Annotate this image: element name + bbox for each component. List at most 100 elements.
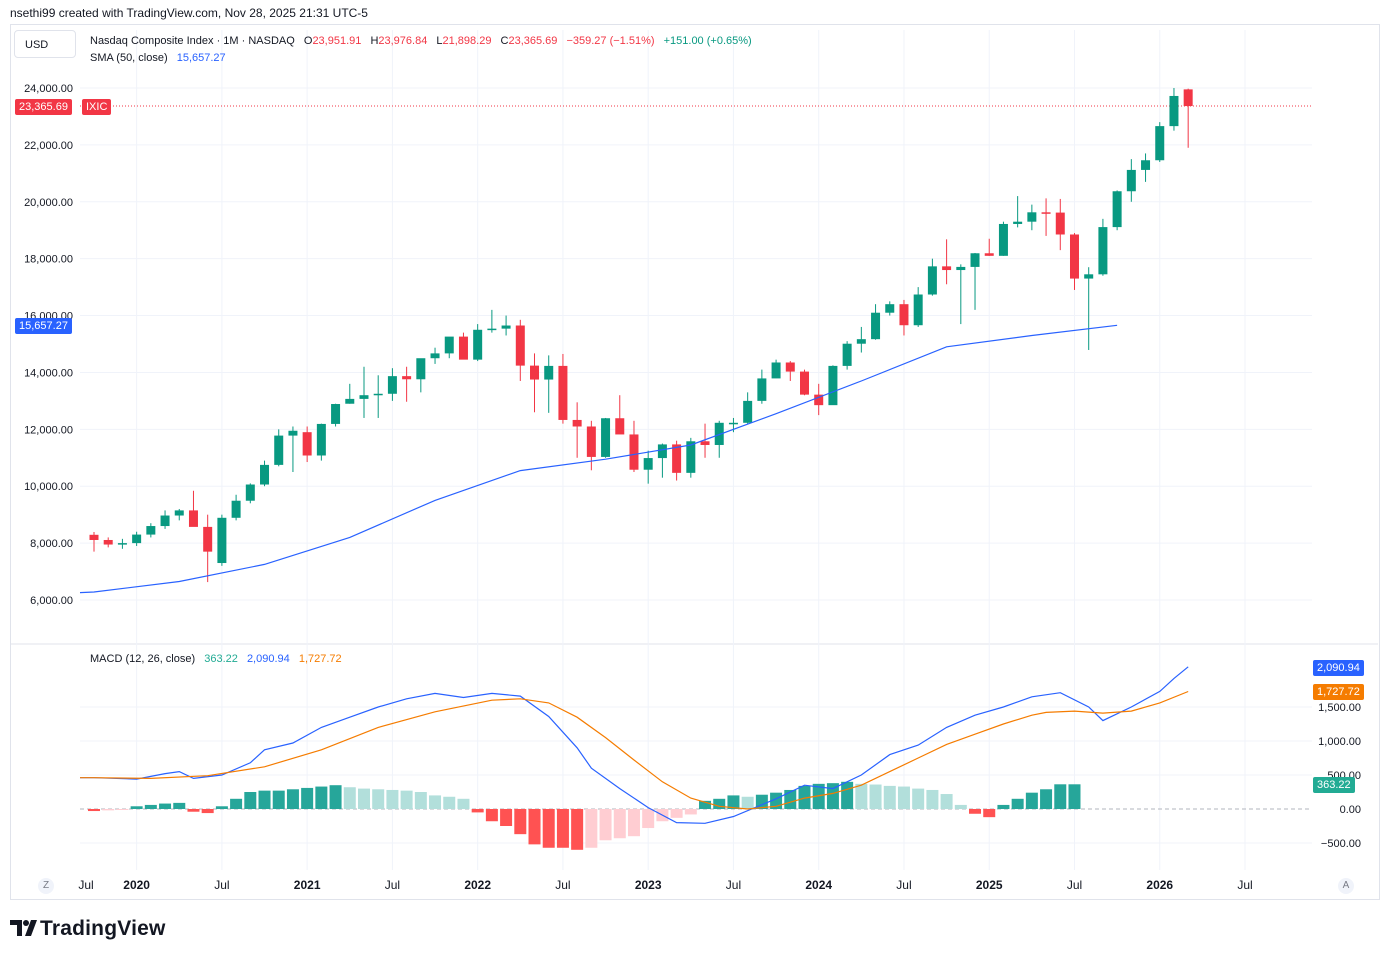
candle-body <box>217 517 227 564</box>
candle-body <box>672 444 682 473</box>
candle-body <box>643 458 653 470</box>
candle-body <box>89 534 99 540</box>
macd-histogram-bar <box>528 809 541 845</box>
symbol-label[interactable]: Nasdaq Composite Index · 1M · NASDAQ <box>90 35 295 47</box>
macd-tick-label: 1,500.00 <box>1318 702 1361 714</box>
low-value: 21,898.29 <box>442 35 492 47</box>
price-tick-label: 8,000.00 <box>30 538 73 550</box>
candle-body <box>700 441 710 445</box>
candle-body <box>800 371 809 395</box>
price-tick-label: 24,000.00 <box>24 83 73 95</box>
macd-histogram-bar <box>855 783 868 809</box>
candle-body <box>871 312 881 340</box>
macd-histogram-bar <box>372 789 385 809</box>
macd-histogram-bar <box>869 784 882 809</box>
sma-price-label: 15,657.27 <box>15 318 72 334</box>
attribution-header: nsethi99 created with TradingView.com, N… <box>10 6 368 20</box>
candle-body <box>1041 212 1051 214</box>
time-tick-label: 2022 <box>464 878 491 892</box>
candle-body <box>302 432 312 456</box>
tradingview-logo: TradingView <box>10 917 166 941</box>
tradingview-brand-name: TradingView <box>40 917 166 940</box>
candle-body <box>359 395 369 399</box>
candle-body <box>416 358 426 380</box>
price-tick-label: 10,000.00 <box>24 481 73 493</box>
ticker-label: IXIC <box>82 99 112 115</box>
candle-body <box>1141 160 1151 170</box>
candle-body <box>657 444 667 459</box>
macd-histogram-bar <box>230 798 243 809</box>
macd-histogram-bar <box>357 788 370 809</box>
macd-histogram-bar <box>670 809 683 818</box>
candle-body <box>1084 274 1094 279</box>
macd-legend-hist: 363.22 <box>204 653 238 665</box>
macd-histogram-bar <box>471 809 484 813</box>
zoom-button[interactable]: Z <box>38 878 54 894</box>
candle-body <box>885 304 895 313</box>
macd-histogram-bar <box>542 809 555 848</box>
macd-histogram-bar <box>897 786 910 809</box>
candle-body <box>615 418 625 435</box>
macd-histogram-bar <box>940 794 953 809</box>
candle-body <box>714 422 724 445</box>
candle-body <box>771 362 781 379</box>
macd-histogram-bar <box>315 786 328 809</box>
candle-body <box>387 376 397 394</box>
candle-body <box>501 325 511 329</box>
candle-body <box>103 539 113 545</box>
candle-body <box>430 353 440 359</box>
high-value: 23,976.84 <box>378 35 428 47</box>
candle-body <box>586 426 596 457</box>
macd-histogram-bar <box>798 785 811 809</box>
extra-change-value: +151.00 (+0.65%) <box>663 35 752 47</box>
macd-histogram-bar <box>585 809 598 848</box>
auto-scale-button[interactable]: A <box>1338 878 1354 894</box>
macd-legend[interactable]: MACD (12, 26, close) 363.22 2,090.94 1,7… <box>90 653 342 665</box>
candle-body <box>1013 221 1023 224</box>
macd-histogram-bar <box>812 783 825 809</box>
candle-body <box>927 266 937 295</box>
macd-histogram-bar <box>457 798 470 809</box>
macd-histogram-bar <box>784 789 797 809</box>
price-tick-label: 14,000.00 <box>24 367 73 379</box>
macd-tick-label: 0.00 <box>1340 804 1361 816</box>
candle-body <box>998 223 1008 256</box>
macd-histogram-bar <box>500 809 513 826</box>
signal-value-label: 1,727.72 <box>1313 684 1364 700</box>
candle-body <box>1027 212 1037 222</box>
macd-histogram-bar <box>713 798 726 809</box>
candle-body <box>686 441 696 473</box>
close-value: 23,365.69 <box>508 35 558 47</box>
macd-histogram-bar <box>571 809 584 850</box>
candle-body <box>530 365 540 380</box>
macd-histogram-bar <box>88 809 100 812</box>
currency-button[interactable]: USD <box>14 30 76 58</box>
candle-body <box>728 422 738 425</box>
time-tick-label: Jul <box>1067 878 1082 892</box>
candle-body <box>956 266 966 271</box>
time-tick-label: Jul <box>385 878 400 892</box>
candle-body <box>899 304 909 326</box>
candle-body <box>316 423 326 456</box>
candle-body <box>160 515 170 527</box>
open-value: 23,951.91 <box>312 35 362 47</box>
sma-legend[interactable]: SMA (50, close) 15,657.27 <box>90 52 226 64</box>
macd-histogram-bar <box>514 809 527 835</box>
macd-histogram-bar <box>215 806 228 809</box>
candle-body <box>856 339 866 344</box>
price-tick-label: 6,000.00 <box>30 595 73 607</box>
time-tick-label: Jul <box>214 878 229 892</box>
macd-histogram-bar <box>642 809 655 829</box>
macd-histogram-bar <box>912 788 925 809</box>
candle-body <box>231 500 241 518</box>
candle-body <box>1126 169 1136 192</box>
candle-body <box>601 418 611 457</box>
candle-body <box>515 325 525 366</box>
macd-histogram-bar <box>443 796 456 809</box>
candle-body <box>473 329 483 360</box>
macd-line <box>80 666 1189 824</box>
time-tick-label: 2025 <box>976 878 1003 892</box>
price-tick-label: 12,000.00 <box>24 424 73 436</box>
macd-histogram-bar <box>201 809 214 814</box>
